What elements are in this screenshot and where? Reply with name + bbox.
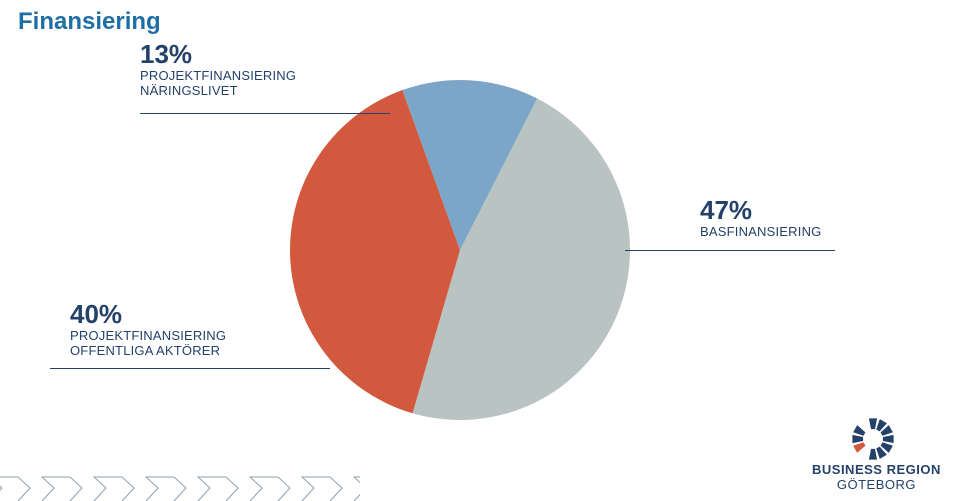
- callout-naringslivet-label-line2: NÄRINGSLIVET: [140, 84, 296, 99]
- brand-text: BUSINESS REGION GÖTEBORG: [812, 462, 941, 492]
- footer-pattern-icon: [0, 475, 360, 501]
- callout-naringslivet: 13% PROJEKTFINANSIERING NÄRINGSLIVET: [140, 40, 296, 98]
- callout-basfinansiering-line: [625, 250, 835, 251]
- callout-offentliga-percent: 40%: [70, 300, 226, 329]
- callout-offentliga-line: [50, 368, 330, 369]
- callout-naringslivet-percent: 13%: [140, 40, 296, 69]
- brand-line2: GÖTEBORG: [812, 477, 941, 492]
- brand-line1: BUSINESS REGION: [812, 462, 941, 477]
- callout-naringslivet-label-line1: PROJEKTFINANSIERING: [140, 69, 296, 84]
- callout-naringslivet-line: [140, 113, 390, 114]
- callout-basfinansiering: 47% BASFINANSIERING: [700, 196, 821, 240]
- callout-offentliga-label-line1: PROJEKTFINANSIERING: [70, 329, 226, 344]
- callout-offentliga-label-line2: OFFENTLIGA AKTÖRER: [70, 344, 226, 359]
- callout-offentliga: 40% PROJEKTFINANSIERING OFFENTLIGA AKTÖR…: [70, 300, 226, 358]
- brand-logo-icon: [852, 418, 894, 460]
- callout-basfinansiering-percent: 47%: [700, 196, 821, 225]
- callout-basfinansiering-label-line1: BASFINANSIERING: [700, 225, 821, 240]
